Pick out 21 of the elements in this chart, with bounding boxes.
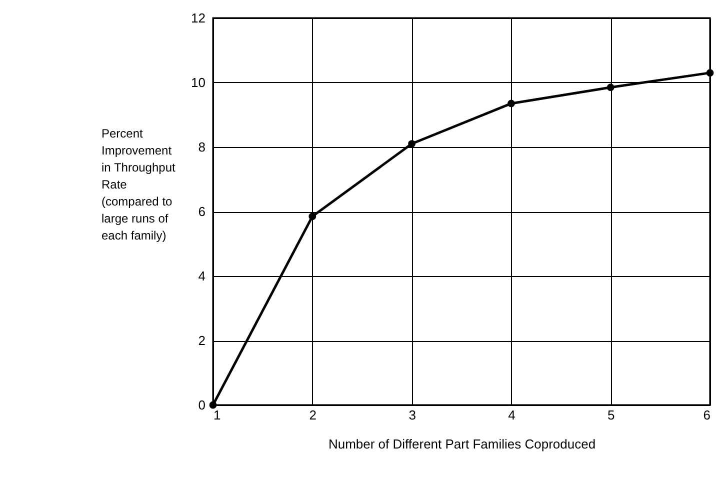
y-tick-label: 8 [198, 140, 206, 154]
x-axis-title: Number of Different Part Families Coproduced [328, 436, 596, 452]
point [507, 100, 515, 108]
x-tick-label: 3 [408, 408, 416, 422]
y-tick-label: 10 [191, 75, 206, 90]
x-tick-label: 6 [703, 408, 710, 422]
y-tick-label: 2 [198, 333, 206, 348]
point [308, 212, 316, 220]
x-tick-label: 1 [214, 408, 221, 422]
x-tick-label: 4 [508, 408, 516, 422]
point [606, 84, 614, 92]
x-tick-label: 2 [309, 408, 317, 422]
point [706, 69, 714, 77]
point [408, 140, 416, 148]
y-tick-label: 0 [198, 398, 206, 412]
y-tick-label: 4 [198, 268, 206, 284]
x-tick-label: 5 [607, 408, 615, 422]
point [209, 401, 217, 409]
y-tick-label: 6 [198, 204, 206, 219]
y-axis-title: Percent Improvement in Throughput Rate (compared to large runs of each family) [102, 126, 176, 242]
y-tick-label: 12 [191, 10, 206, 26]
